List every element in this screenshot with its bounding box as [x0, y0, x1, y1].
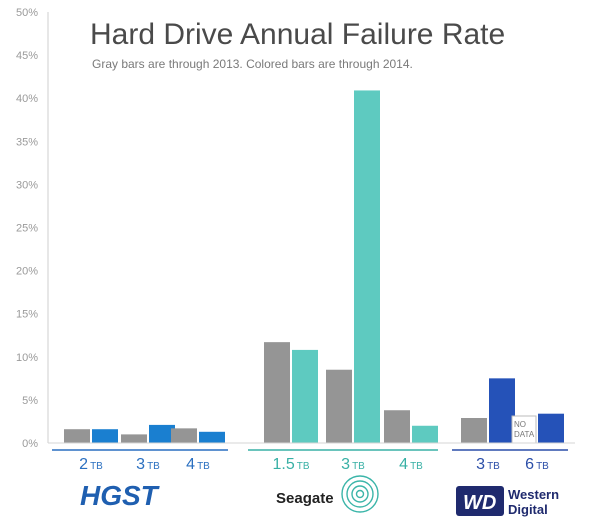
- bar-2013: [384, 410, 410, 443]
- bar-2014: [92, 429, 118, 443]
- wd-logo-line1: Western: [508, 487, 559, 502]
- y-tick-label: 45%: [16, 50, 38, 62]
- no-data-label: DATA: [514, 430, 535, 439]
- seagate-swirl-icon: [341, 475, 379, 513]
- chart-title: Hard Drive Annual Failure Rate: [90, 18, 505, 51]
- hgst-logo-text: HGST: [80, 480, 161, 511]
- seagate-logo-text: Seagate: [276, 490, 334, 507]
- x-tick-label: 1.5 TB: [272, 456, 309, 473]
- x-tick-label: 3 TB: [476, 456, 500, 473]
- y-tick-label: 10%: [16, 352, 38, 364]
- chart-subtitle: Gray bars are through 2013. Colored bars…: [92, 57, 413, 71]
- y-tick-label: 15%: [16, 309, 38, 321]
- y-tick-label: 30%: [16, 179, 38, 191]
- x-tick-label: 3 TB: [341, 456, 365, 473]
- no-data-label: NO: [514, 420, 526, 429]
- bar-2013: [64, 429, 90, 443]
- x-tick-label: 4 TB: [399, 456, 423, 473]
- bar-2014: [292, 349, 318, 443]
- x-tick-label: 3 TB: [136, 456, 160, 473]
- y-tick-label: 25%: [16, 223, 38, 235]
- bar-2013: [171, 428, 197, 443]
- y-tick-label: 50%: [16, 7, 38, 19]
- bar-2014: [538, 413, 564, 443]
- brand-logos: HGST Seagate WD Western Digital: [80, 475, 559, 517]
- x-tick-label: 2 TB: [79, 456, 103, 473]
- bar-2014: [354, 90, 380, 443]
- bar-2013: [264, 342, 290, 443]
- y-tick-label: 5%: [22, 395, 38, 407]
- y-tick-label: 20%: [16, 266, 38, 278]
- wd-badge-text: WD: [463, 492, 496, 514]
- wd-logo: WD Western Digital: [456, 486, 559, 517]
- bar-2014: [489, 378, 515, 443]
- bar-2014: [412, 425, 438, 443]
- y-tick-label: 0%: [22, 438, 38, 450]
- bar-2013: [326, 369, 352, 443]
- wd-badge: [456, 486, 504, 516]
- x-tick-label: 4 TB: [186, 456, 210, 473]
- x-axis-categories: 2 TB 3 TB 4 TB 1.5 TB 3 TB 4 TB 3 TB 6 TB: [52, 449, 568, 473]
- y-axis: 0% 5% 10% 15% 20% 25% 30% 35% 40% 45% 50%: [16, 7, 49, 450]
- hgst-logo: HGST: [80, 480, 161, 511]
- x-tick-label: 6 TB: [525, 456, 549, 473]
- wd-logo-line2: Digital: [508, 502, 548, 517]
- y-tick-label: 35%: [16, 136, 38, 148]
- bar-2014: [199, 431, 225, 443]
- y-tick-label: 40%: [16, 93, 38, 105]
- bar-2013: [121, 434, 147, 443]
- bar-2014: [149, 424, 175, 443]
- seagate-logo: Seagate: [276, 475, 379, 513]
- no-data-box: [511, 415, 537, 444]
- bar-2013: [461, 418, 487, 443]
